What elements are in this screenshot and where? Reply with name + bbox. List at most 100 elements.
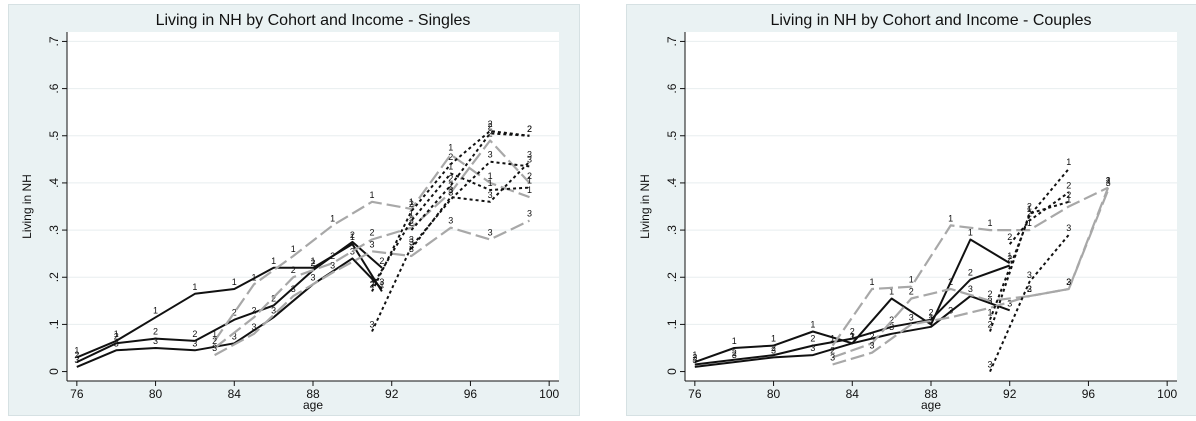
point-marker: 3 <box>488 190 493 200</box>
point-marker: 2 <box>488 121 493 131</box>
chart-title: Living in NH by Cohort and Income - Sing… <box>156 12 471 29</box>
point-marker: 3 <box>271 305 276 315</box>
point-marker: 3 <box>1007 298 1012 308</box>
y-tick-label: .1 <box>47 319 61 329</box>
series-cohort2-income1: 1 1 1 1 1 1 1 1 <box>830 176 1111 347</box>
point-marker: 3 <box>232 331 237 341</box>
x-tick-label: 76 <box>70 387 84 401</box>
y-axis-label: Living in NH <box>20 174 34 239</box>
y-tick-label: .6 <box>47 83 61 93</box>
series-line <box>832 189 1110 366</box>
series-line <box>371 160 530 332</box>
point-marker: 3 <box>74 355 79 365</box>
y-tick-label: .3 <box>47 225 61 235</box>
point-marker: 2 <box>448 173 453 183</box>
point-marker: 1 <box>830 334 835 344</box>
point-marker: 3 <box>909 312 914 322</box>
y-tick-label: .4 <box>47 178 61 188</box>
point-marker: 1 <box>527 176 532 186</box>
point-marker: 3 <box>1106 178 1111 188</box>
series-cohort2-income3: 3 3 3 3 3 3 3 3 <box>830 178 1111 366</box>
point-marker: 3 <box>212 343 217 353</box>
point-marker: 2 <box>370 279 375 289</box>
singles-chart: Living in NH by Cohort and Income - Sing… <box>20 12 559 412</box>
series-cohort1-income2: 2 2 2 2 2 2 2 2 2 <box>692 253 1012 366</box>
point-marker: 3 <box>732 350 737 360</box>
point-marker: 3 <box>350 246 355 256</box>
point-marker: 1 <box>153 305 158 315</box>
point-marker: 3 <box>488 150 493 160</box>
point-marker: 2 <box>810 334 815 344</box>
point-marker: 3 <box>370 239 375 249</box>
point-marker: 3 <box>1066 223 1071 233</box>
point-marker: 1 <box>212 329 217 339</box>
x-tick-label: 100 <box>1157 387 1177 401</box>
point-marker: 3 <box>448 185 453 195</box>
point-marker: 2 <box>488 128 493 138</box>
point-marker: 2 <box>291 265 296 275</box>
y-tick-label: .6 <box>665 83 679 93</box>
series-line <box>213 153 530 342</box>
series-line <box>831 186 1109 347</box>
y-tick-label: .3 <box>665 225 679 235</box>
point-marker: 2 <box>74 350 79 360</box>
point-marker: 2 <box>1066 180 1071 190</box>
point-marker: 2 <box>330 251 335 261</box>
y-tick-label: .2 <box>47 272 61 282</box>
x-tick-label: 76 <box>688 387 702 401</box>
point-marker: 1 <box>771 334 776 344</box>
point-marker: 1 <box>988 218 993 228</box>
point-marker: 2 <box>869 331 874 341</box>
point-marker: 1 <box>448 143 453 153</box>
point-marker: 2 <box>948 277 953 287</box>
point-marker: 1 <box>330 213 335 223</box>
point-marker: 1 <box>232 277 237 287</box>
point-marker: 1 <box>114 329 119 339</box>
point-marker: 3 <box>1066 277 1071 287</box>
series-cohort2-income2: 2 2 2 2 2 2 2 2 2 <box>212 128 532 349</box>
point-marker: 3 <box>448 216 453 226</box>
point-marker: 1 <box>448 161 453 171</box>
series-cohort1-income3: 3 3 3 3 3 3 3 3 3 <box>692 284 1012 368</box>
point-marker: 3 <box>988 360 993 370</box>
point-marker: 1 <box>850 331 855 341</box>
point-marker: 2 <box>232 308 237 318</box>
point-marker: 2 <box>114 331 119 341</box>
point-marker: 1 <box>488 171 493 181</box>
point-marker: 1 <box>810 319 815 329</box>
point-marker: 3 <box>409 244 414 254</box>
series-line <box>371 130 530 292</box>
y-tick-label: 0 <box>665 368 679 375</box>
point-marker: 2 <box>192 329 197 339</box>
series-line <box>214 219 530 357</box>
point-marker: 3 <box>527 209 532 219</box>
point-marker: 2 <box>988 289 993 299</box>
point-marker: 2 <box>889 315 894 325</box>
point-marker: 1 <box>1007 251 1012 261</box>
point-marker: 1 <box>1027 204 1032 214</box>
point-marker: 1 <box>869 277 874 287</box>
point-marker: 1 <box>271 256 276 266</box>
x-tick-label: 92 <box>1003 387 1017 401</box>
point-marker: 3 <box>810 343 815 353</box>
y-tick-label: .2 <box>665 272 679 282</box>
series-cohort4-income2: 222 <box>1007 180 1071 245</box>
point-marker: 3 <box>968 284 973 294</box>
point-marker: 2 <box>771 343 776 353</box>
plot-area <box>67 32 559 381</box>
point-marker: 3 <box>948 305 953 315</box>
y-tick-label: .1 <box>665 319 679 329</box>
point-marker: 2 <box>212 336 217 346</box>
point-marker: 1 <box>1027 218 1032 228</box>
point-marker: 1 <box>350 232 355 242</box>
point-marker: 1 <box>889 286 894 296</box>
point-marker: 2 <box>692 352 697 362</box>
point-marker: 2 <box>527 171 532 181</box>
series-line <box>410 160 531 250</box>
point-marker: 2 <box>488 119 493 129</box>
point-marker: 1 <box>251 272 256 282</box>
point-marker: 2 <box>350 230 355 240</box>
series-line <box>989 234 1070 373</box>
